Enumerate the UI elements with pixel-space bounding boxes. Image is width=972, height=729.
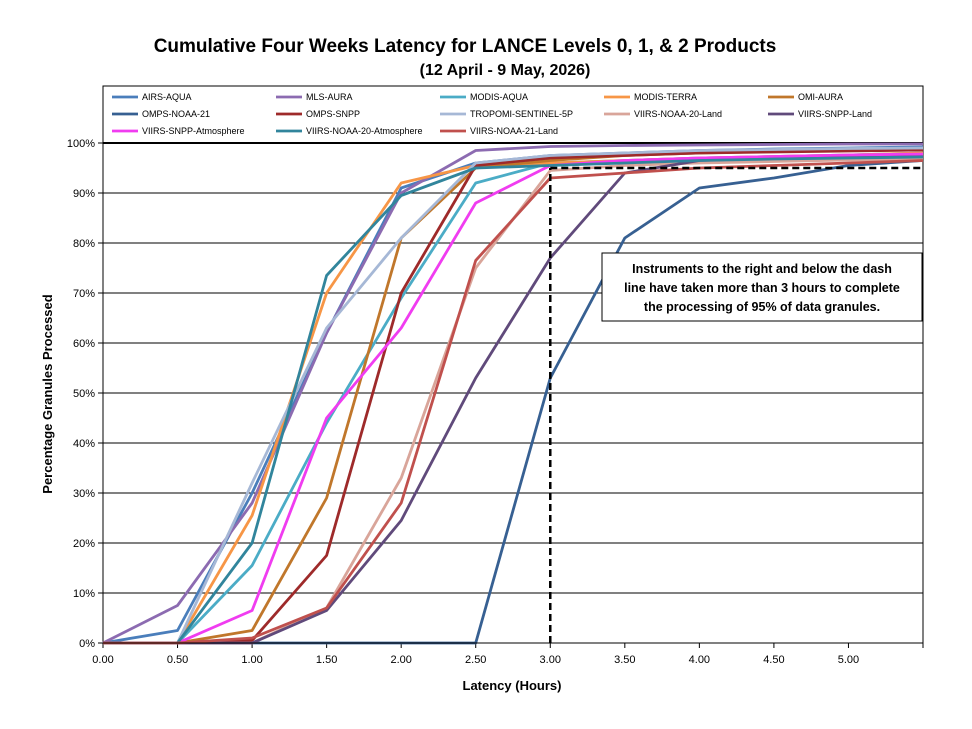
x-tick-label: 4.00 xyxy=(689,654,710,666)
x-tick-label: 1.00 xyxy=(241,654,262,666)
y-tick-label: 20% xyxy=(73,538,95,550)
x-tick-label: 5.00 xyxy=(838,654,859,666)
x-tick-labels: 0.00 0.50 1.00 1.50 2.00 2.50 3.00 3.50 4.00 4.50… xyxy=(92,654,859,666)
legend-label: MLS-AURA xyxy=(306,92,353,102)
legend-label: OMPS-NOAA-21 xyxy=(142,109,210,119)
threshold-dash-line xyxy=(549,166,923,643)
series-line-mls-aura xyxy=(102,142,923,645)
plot-area xyxy=(102,85,924,644)
series-line-viirs-snpp-atmosphere xyxy=(103,152,924,645)
x-tick-label: 2.00 xyxy=(390,654,411,666)
annotation-line-3: the processing of 95% of data granules. xyxy=(644,300,880,314)
legend-label: MODIS-TERRA xyxy=(634,92,697,102)
y-tick-label: 100% xyxy=(67,138,95,150)
y-tick-label: 40% xyxy=(73,438,95,450)
y-tick-labels: 0% 10% 20% 30% 40% 50% 60% 70% 80% 90% 100% xyxy=(67,138,95,650)
y-tick-label: 0% xyxy=(79,638,95,650)
y-tick-label: 90% xyxy=(73,188,95,200)
y-tick-label: 70% xyxy=(73,288,95,300)
y-tick-label: 10% xyxy=(73,588,95,600)
x-tick-label: 2.50 xyxy=(465,654,486,666)
y-tick-label: 30% xyxy=(73,488,95,500)
series-line-omps-snpp xyxy=(103,148,924,645)
legend: AIRS-AQUA MLS-AURA MODIS-AQUA MODIS-TERRA OM… xyxy=(105,88,921,142)
x-tick-label: 0.50 xyxy=(167,654,188,666)
x-axis-label: Latency (Hours) xyxy=(463,678,562,693)
x-tick-label: 3.50 xyxy=(614,654,635,666)
legend-label: VIIRS-NOAA-20-Land xyxy=(634,109,722,119)
annotation-line-1: Instruments to the right and below the d… xyxy=(632,262,892,276)
legend-label: OMPS-SNPP xyxy=(306,109,360,119)
series-line-viirs-noaa-21-land xyxy=(103,159,924,645)
x-tick-label: 0.00 xyxy=(92,654,113,666)
chart-subtitle: (12 April - 9 May, 2026) xyxy=(420,62,591,79)
legend-label: VIIRS-NOAA-20-Atmosphere xyxy=(306,126,423,136)
annotation-line-2: line have taken more than 3 hours to com… xyxy=(624,281,900,295)
series-line-viirs-noaa-20-atmosphere xyxy=(103,155,924,645)
y-tick-label: 60% xyxy=(73,338,95,350)
legend-label: TROPOMI-SENTINEL-5P xyxy=(470,109,573,119)
y-tick-label: 80% xyxy=(73,238,95,250)
y-tick-label: 50% xyxy=(73,388,95,400)
x-tick-label: 3.00 xyxy=(540,654,561,666)
legend-label: VIIRS-SNPP-Land xyxy=(798,109,872,119)
legend-label: OMI-AURA xyxy=(798,92,843,102)
legend-label: VIIRS-NOAA-21-Land xyxy=(470,126,558,136)
chart-title: Cumulative Four Weeks Latency for LANCE … xyxy=(154,36,777,57)
legend-label: VIIRS-SNPP-Atmosphere xyxy=(142,126,245,136)
series-line-tropomi-sentinel-5p xyxy=(103,146,924,645)
annotation-frame xyxy=(601,252,923,322)
legend-label: MODIS-AQUA xyxy=(470,92,528,102)
x-tick-label: 1.50 xyxy=(316,654,337,666)
annotation-box: Instruments to the right and below the d… xyxy=(601,252,923,322)
y-axis-label: Percentage Granules Processed xyxy=(40,294,55,493)
x-tick-label: 4.50 xyxy=(763,654,784,666)
legend-label: AIRS-AQUA xyxy=(142,92,192,102)
